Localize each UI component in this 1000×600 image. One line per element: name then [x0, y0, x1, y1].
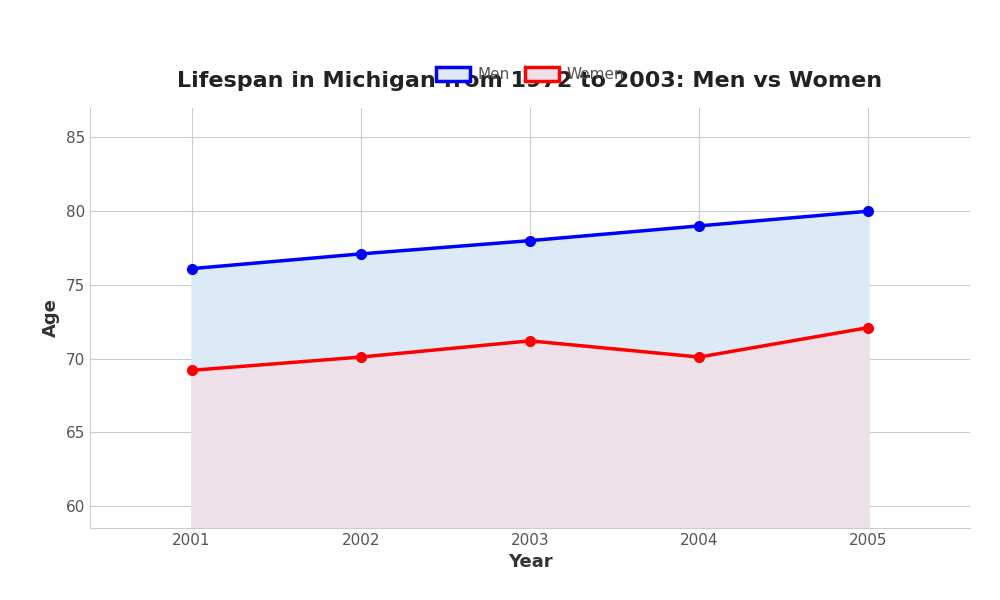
Men	[524, 237, 536, 244]
Men	[355, 250, 367, 257]
Legend: Men, Women: Men, Women	[430, 61, 630, 88]
Y-axis label: Age: Age	[42, 299, 60, 337]
Line: Women: Women	[187, 323, 873, 375]
X-axis label: Year: Year	[508, 553, 552, 571]
Women	[355, 353, 367, 361]
Women	[524, 337, 536, 344]
Women	[693, 353, 705, 361]
Men	[693, 222, 705, 229]
Women	[862, 324, 874, 331]
Women	[186, 367, 198, 374]
Line: Men: Men	[187, 206, 873, 274]
Men	[186, 265, 198, 272]
Men	[862, 208, 874, 215]
Title: Lifespan in Michigan from 1972 to 2003: Men vs Women: Lifespan in Michigan from 1972 to 2003: …	[177, 71, 883, 91]
